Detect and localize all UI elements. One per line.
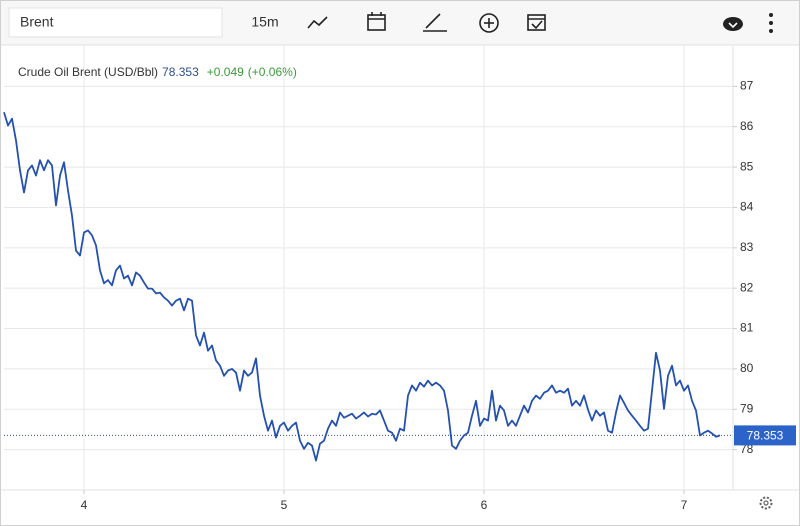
grid (4, 46, 733, 490)
change-pct: (+0.06%) (248, 65, 297, 79)
y-tick-label: 82 (740, 280, 754, 294)
interval-button[interactable]: 15m (251, 14, 278, 30)
x-tick-label: 5 (281, 498, 288, 512)
chart-title: Crude Oil Brent (USD/Bbl) (18, 65, 158, 79)
add-icon[interactable] (479, 13, 499, 33)
chart-header: Crude Oil Brent (USD/Bbl) 78.353 +0.049 (+0… (18, 65, 297, 79)
symbol-input[interactable] (8, 7, 223, 38)
x-tick-label: 4 (81, 498, 88, 512)
last-price-box (734, 425, 796, 446)
draw-icon[interactable] (423, 13, 447, 32)
download-icon[interactable] (723, 17, 743, 31)
change: +0.049 (207, 65, 244, 79)
plot (3, 111, 733, 462)
y-tick-label: 81 (740, 321, 754, 335)
y-tick-label: 87 (740, 79, 754, 93)
symbol-text: Brent (20, 14, 54, 30)
last-price-label: 78.353 (747, 429, 784, 443)
x-tick-label: 6 (481, 498, 488, 512)
y-tick-label: 83 (740, 240, 754, 254)
price-line (3, 111, 721, 462)
y-tick-label: 79 (740, 401, 754, 415)
last-price: 78.353 (162, 65, 199, 79)
menu-icon[interactable] (769, 13, 773, 33)
y-tick-label: 85 (740, 159, 754, 173)
y-tick-label: 86 (740, 119, 754, 133)
y-tick-label: 80 (740, 361, 754, 375)
chart-type-icon[interactable] (307, 16, 328, 29)
settings-icon[interactable] (759, 496, 773, 510)
y-tick-label: 84 (740, 200, 754, 214)
event-icon[interactable] (527, 14, 546, 31)
x-tick-label: 7 (681, 498, 688, 512)
calendar-icon[interactable] (367, 12, 386, 31)
